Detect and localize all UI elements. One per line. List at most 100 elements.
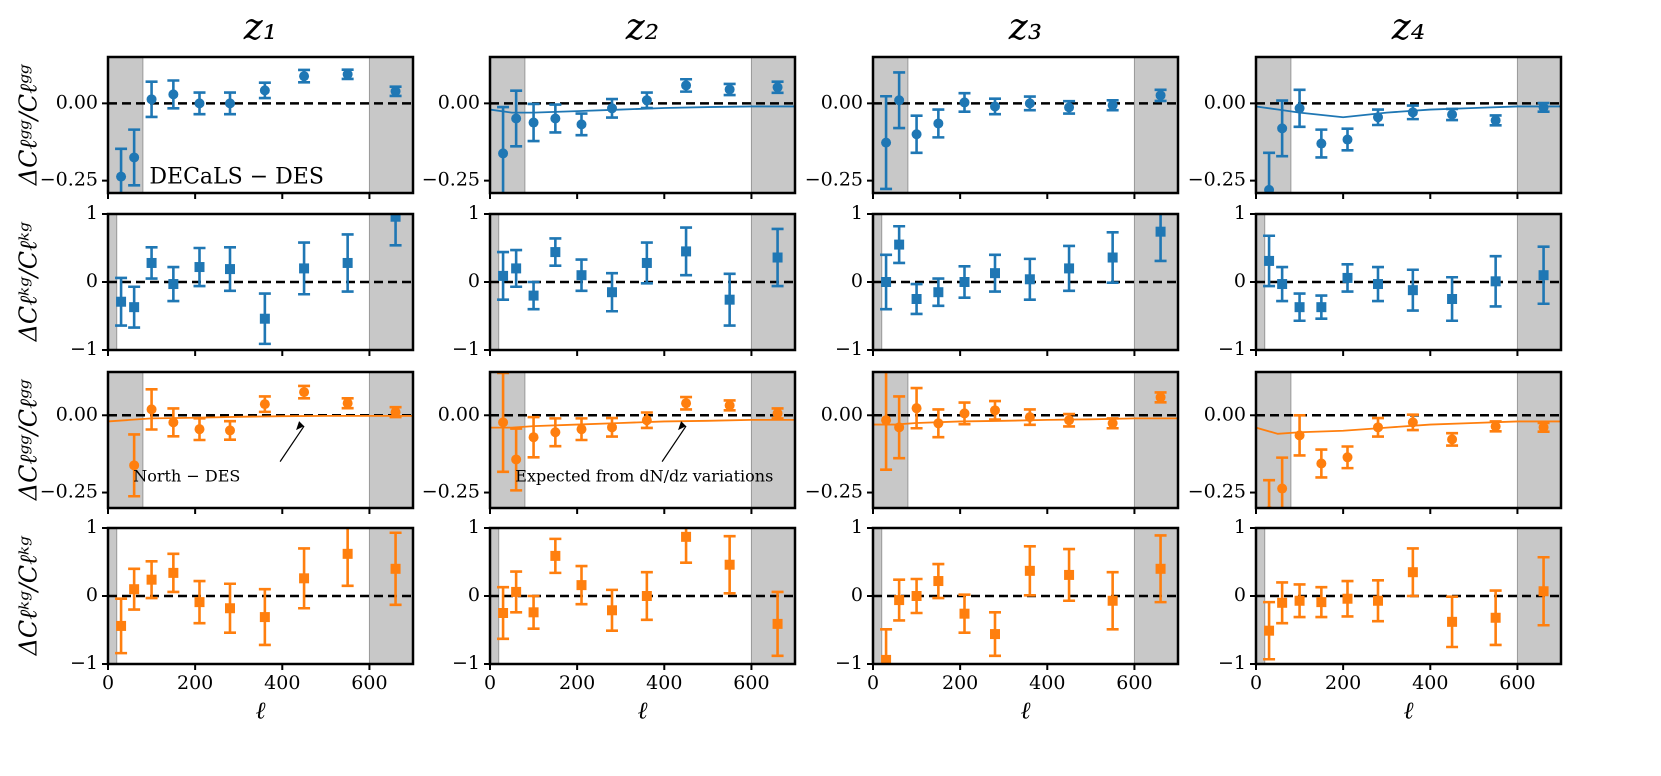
panel: 0.00 −0.25 Expected from dN/dz variations (422, 370, 797, 514)
data-point (772, 408, 783, 419)
y-tick-label: 1 (1234, 202, 1246, 224)
y-tick-label: 0 (851, 270, 863, 292)
data-point (894, 422, 905, 433)
masked-region (490, 372, 526, 508)
y-tick-label: 0.00 (438, 91, 480, 113)
y-tick-label: 1 (851, 202, 863, 224)
data-point (894, 95, 905, 106)
plot-area (873, 214, 1178, 350)
data-point (342, 257, 353, 268)
plot-area (108, 372, 413, 508)
data-point (576, 580, 587, 591)
data-point (550, 113, 561, 124)
y-tick-label: 0 (86, 270, 98, 292)
y-tick-label: −0.25 (805, 481, 863, 503)
data-point (576, 270, 587, 281)
data-point (607, 103, 617, 114)
y-tick-label: 0 (1234, 584, 1246, 606)
data-point (225, 98, 235, 109)
data-point (1538, 422, 1549, 433)
data-point (894, 595, 905, 606)
x-axis-label: ℓ (256, 697, 266, 725)
data-point (576, 119, 587, 130)
plot-area (490, 528, 795, 664)
data-point (881, 277, 892, 287)
masked-region (108, 57, 144, 193)
panel: 0.00 −0.25 (1188, 370, 1563, 514)
data-point (342, 548, 353, 559)
data-point (772, 82, 783, 93)
panel: 0.00 −0.25 (805, 370, 1180, 514)
axes-frame (1254, 55, 1563, 195)
data-point (911, 129, 922, 140)
y-tick-label: 0 (86, 584, 98, 606)
data-point (1342, 593, 1353, 604)
axes-frame (871, 370, 1180, 510)
panel-title: z₂ (625, 7, 659, 48)
data-point (959, 608, 970, 619)
data-point (1490, 421, 1501, 432)
annotation: DECaLS − DES (149, 165, 324, 190)
data-point (1277, 279, 1288, 290)
x-axis-label: ℓ (1404, 697, 1414, 725)
data-point (1155, 392, 1166, 403)
data-point (550, 550, 561, 561)
data-point (681, 80, 692, 91)
data-point (1407, 107, 1418, 118)
y-tick-label: 0.00 (438, 403, 480, 425)
data-point (724, 84, 735, 95)
data-point (1155, 563, 1166, 574)
plot-area (1256, 528, 1561, 664)
x-tick-label: 400 (264, 672, 300, 694)
data-point (641, 257, 652, 268)
axes-frame (488, 370, 797, 510)
data-point (116, 171, 127, 182)
data-point (607, 605, 617, 616)
annotation-arrow (661, 425, 687, 462)
data-point (259, 612, 270, 623)
y-axis-label: ΔCℓᵍᵍ/Cℓᵍᵍ (15, 378, 43, 501)
data-point (1447, 616, 1458, 627)
y-axis-label: ΔCℓᵍᵍ/Cℓᵍᵍ (15, 63, 43, 186)
data-point (498, 608, 509, 618)
masked-region (750, 57, 795, 193)
data-point (194, 98, 205, 109)
y-axis-label: ΔCℓᵏᵍ/Cℓᵏᵍ (15, 221, 43, 342)
arrow-head (678, 421, 687, 431)
data-point (1107, 252, 1118, 263)
x-tick-label: 400 (1029, 672, 1065, 694)
data-point (129, 584, 140, 595)
y-tick-label: 0.00 (821, 91, 863, 113)
masked-region (873, 372, 909, 508)
y-axis-label: ΔCℓᵏᵍ/Cℓᵏᵍ (15, 535, 43, 656)
panel: 1 0 −1 (835, 202, 1180, 360)
y-tick-label: 0.00 (56, 91, 98, 113)
data-point (511, 113, 522, 124)
data-point (1064, 569, 1075, 580)
data-point (116, 620, 127, 631)
data-point (911, 294, 922, 304)
data-point (146, 257, 157, 268)
plot-area (873, 528, 1178, 664)
y-tick-label: −1 (70, 338, 98, 360)
plot-area (108, 214, 413, 350)
data-point (1538, 586, 1549, 597)
data-point (959, 97, 970, 108)
model-line (108, 414, 413, 423)
data-point (390, 214, 401, 222)
x-tick-label: 0 (484, 672, 496, 694)
y-tick-label: 0 (468, 270, 480, 292)
data-point (681, 531, 692, 542)
data-point (1342, 452, 1353, 463)
data-point (933, 576, 944, 587)
model-line (490, 419, 795, 429)
data-point (194, 597, 205, 608)
x-tick-label: 200 (559, 672, 595, 694)
data-point (1490, 612, 1501, 623)
data-point (1024, 98, 1035, 109)
data-point (1277, 483, 1288, 494)
data-point (990, 101, 1000, 112)
model-line (1256, 420, 1561, 435)
